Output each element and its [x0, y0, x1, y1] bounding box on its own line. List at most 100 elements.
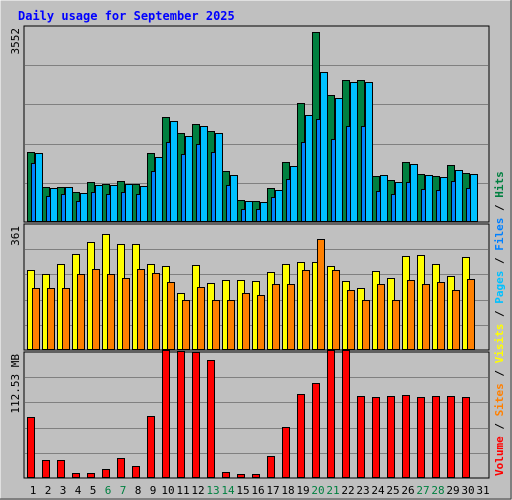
x-tick-label: 5 [90, 484, 97, 497]
bar-pages-day-10 [170, 121, 178, 222]
bar-pages-day-27 [425, 175, 433, 222]
bar-volume-day-6 [102, 469, 110, 478]
legend-volume: Volume [493, 436, 506, 476]
x-tick-label: 28 [431, 484, 444, 497]
bar-pages-day-5 [95, 185, 103, 222]
panel-max-label: 3552 [9, 28, 22, 55]
bar-pages-day-6 [110, 185, 118, 222]
bar-volume-day-12 [192, 352, 200, 478]
bar-pages-day-12 [200, 126, 208, 222]
bar-volume-day-16 [252, 474, 260, 478]
bar-sites-day-20 [317, 239, 325, 350]
bar-volume-day-2 [42, 460, 50, 478]
x-tick-label: 29 [446, 484, 459, 497]
x-tick-label: 31 [476, 484, 489, 497]
bar-pages-day-26 [410, 164, 418, 222]
bar-volume-day-20 [312, 383, 320, 478]
bar-sites-day-7 [122, 278, 130, 350]
bar-volume-day-28 [432, 396, 440, 478]
x-tick-label: 9 [150, 484, 157, 497]
panel-max-label: 112.53 MB [9, 354, 22, 414]
legend-pages: Pages [493, 271, 506, 304]
bar-sites-day-29 [452, 290, 460, 350]
x-tick-label: 3 [60, 484, 67, 497]
bar-pages-day-28 [440, 177, 448, 222]
legend-sites: Sites [493, 383, 506, 416]
bar-volume-day-17 [267, 456, 275, 478]
bar-sites-day-26 [407, 280, 415, 350]
bar-sites-day-5 [92, 269, 100, 350]
x-tick-label: 18 [281, 484, 294, 497]
bar-volume-day-19 [297, 394, 305, 478]
bar-sites-day-16 [257, 295, 265, 350]
legend-separator: / [493, 310, 506, 317]
legend-separator: / [493, 257, 506, 264]
bar-volume-day-8 [132, 466, 140, 478]
bar-volume-day-1 [27, 417, 35, 478]
bar-sites-day-11 [182, 300, 190, 350]
bar-sites-day-15 [242, 293, 250, 350]
x-tick-label: 1 [30, 484, 37, 497]
bar-sites-day-12 [197, 287, 205, 350]
bar-pages-day-13 [215, 133, 223, 222]
bar-pages-day-19 [305, 115, 313, 222]
legend-separator: / [493, 370, 506, 377]
bar-sites-day-8 [137, 269, 145, 350]
bar-sites-day-6 [107, 274, 115, 350]
bar-sites-day-24 [377, 284, 385, 350]
bar-pages-day-25 [395, 182, 403, 222]
bar-volume-day-14 [222, 472, 230, 478]
bar-sites-day-21 [332, 270, 340, 350]
bar-pages-day-7 [125, 184, 133, 222]
bar-pages-day-15 [245, 201, 253, 222]
x-axis-labels: 1 2 3 4 5 6 7 8 9 10 11 12 13 14 15 16 17 18 19 20 21 22 23 24 2… [30, 484, 490, 497]
panel-max-label: 361 [9, 226, 22, 246]
bar-volume-day-29 [447, 396, 455, 478]
bar-volume-day-26 [402, 395, 410, 478]
bar-pages-day-30 [470, 174, 478, 222]
panel-visits_sites: 361 [9, 223, 490, 351]
bar-sites-day-10 [167, 282, 175, 350]
x-tick-label: 11 [176, 484, 189, 497]
x-tick-label: 4 [75, 484, 82, 497]
bar-volume-day-24 [372, 397, 380, 478]
bar-volume-day-9 [147, 416, 155, 478]
x-tick-label: 21 [326, 484, 339, 497]
bar-pages-day-11 [185, 136, 193, 222]
x-tick-label: 17 [266, 484, 279, 497]
bar-sites-day-9 [152, 273, 160, 350]
bar-sites-day-4 [77, 274, 85, 350]
bar-pages-day-20 [320, 72, 328, 222]
bar-pages-day-9 [155, 157, 163, 222]
x-tick-label: 2 [45, 484, 52, 497]
x-tick-label: 25 [386, 484, 399, 497]
x-tick-label: 19 [296, 484, 309, 497]
x-tick-label: 7 [120, 484, 127, 497]
panel-volume: 112.53 MB [9, 350, 490, 479]
bar-sites-day-13 [212, 300, 220, 350]
legend-files: Files [493, 218, 506, 251]
bar-sites-day-28 [437, 282, 445, 350]
bar-pages-day-23 [365, 82, 373, 222]
x-tick-label: 14 [221, 484, 235, 497]
bar-sites-day-30 [467, 279, 475, 350]
bar-volume-day-10 [162, 350, 170, 478]
bar-pages-day-29 [455, 170, 463, 222]
x-tick-label: 20 [311, 484, 324, 497]
bar-sites-day-23 [362, 300, 370, 350]
x-tick-label: 15 [236, 484, 249, 497]
bar-sites-day-22 [347, 290, 355, 350]
bar-pages-day-14 [230, 175, 238, 222]
bar-sites-day-19 [302, 270, 310, 350]
bar-pages-day-1 [35, 153, 43, 222]
bar-volume-day-13 [207, 360, 215, 478]
bar-volume-day-27 [417, 397, 425, 478]
x-tick-label: 12 [191, 484, 204, 497]
x-tick-label: 13 [206, 484, 219, 497]
bar-pages-day-22 [350, 82, 358, 222]
bar-pages-day-16 [260, 202, 268, 222]
chart-panels: 3552 361 112.53 MB [9, 25, 490, 479]
bar-sites-day-17 [272, 284, 280, 350]
panel-frame [23, 351, 490, 479]
legend-separator: / [493, 204, 506, 211]
